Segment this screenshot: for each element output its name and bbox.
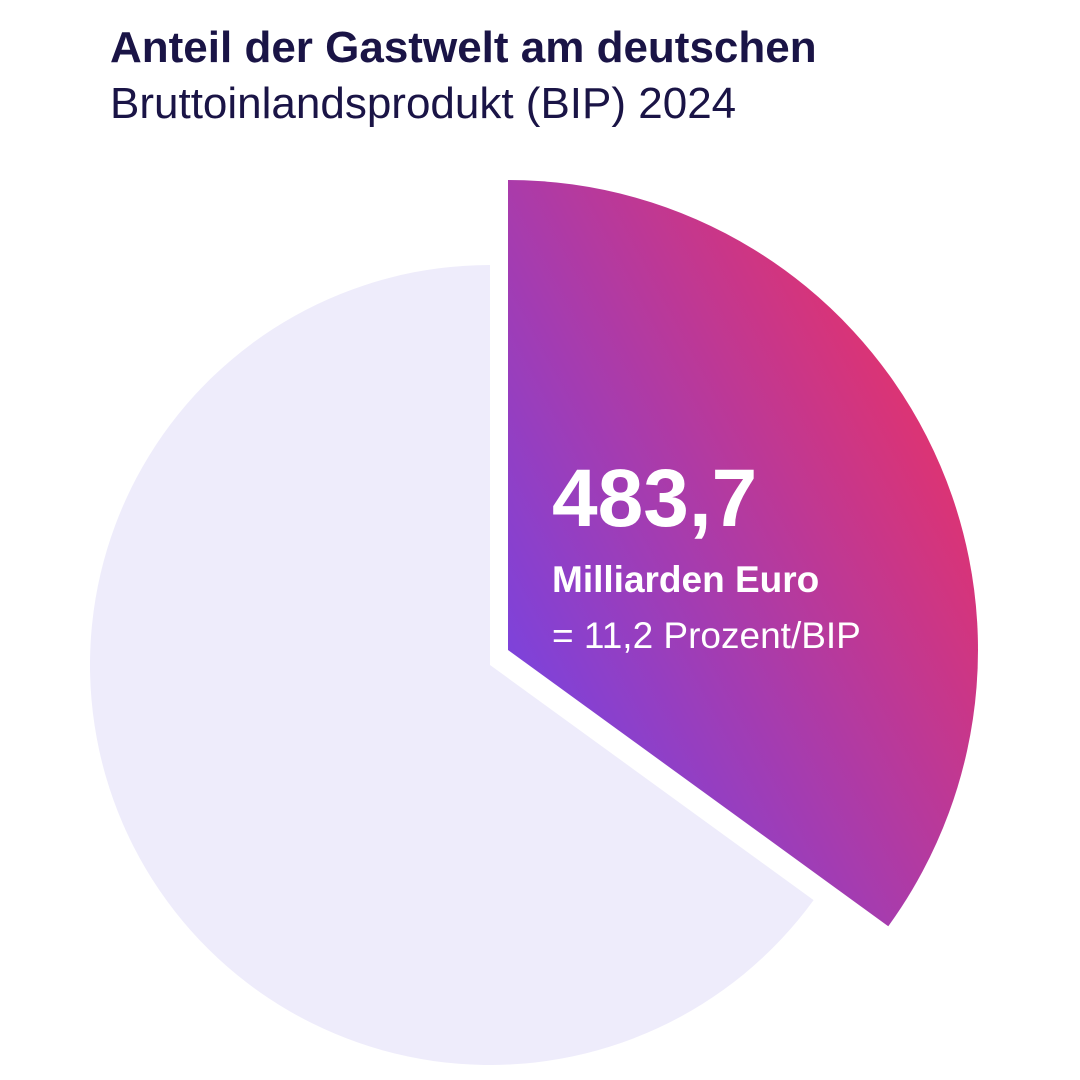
chart-title: Anteil der Gastwelt am deutschen <box>110 23 817 72</box>
pie <box>89 180 978 1066</box>
pie-slice <box>508 180 978 927</box>
annotation-share: = 11,2 Prozent/BIP <box>552 615 861 656</box>
chart-subtitle: Bruttoinlandsprodukt (BIP) 2024 <box>110 79 736 128</box>
annotation-value: 483,7 <box>552 453 757 544</box>
annotation-unit: Milliarden Euro <box>552 559 819 600</box>
pie-slice <box>89 264 814 1066</box>
